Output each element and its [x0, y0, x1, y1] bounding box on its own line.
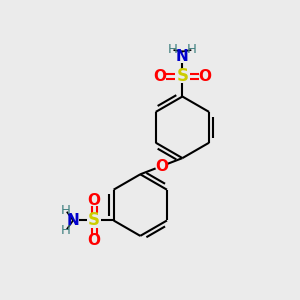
Text: H: H [61, 204, 71, 217]
Text: O: O [199, 69, 212, 84]
Text: H: H [168, 44, 178, 56]
Text: O: O [88, 233, 101, 248]
Text: H: H [187, 44, 197, 56]
Text: S: S [88, 212, 100, 230]
Text: O: O [88, 193, 101, 208]
Text: S: S [176, 68, 188, 85]
Text: N: N [67, 213, 80, 228]
Text: H: H [61, 224, 71, 237]
Text: O: O [153, 69, 166, 84]
Text: N: N [176, 49, 189, 64]
Text: O: O [155, 159, 168, 174]
